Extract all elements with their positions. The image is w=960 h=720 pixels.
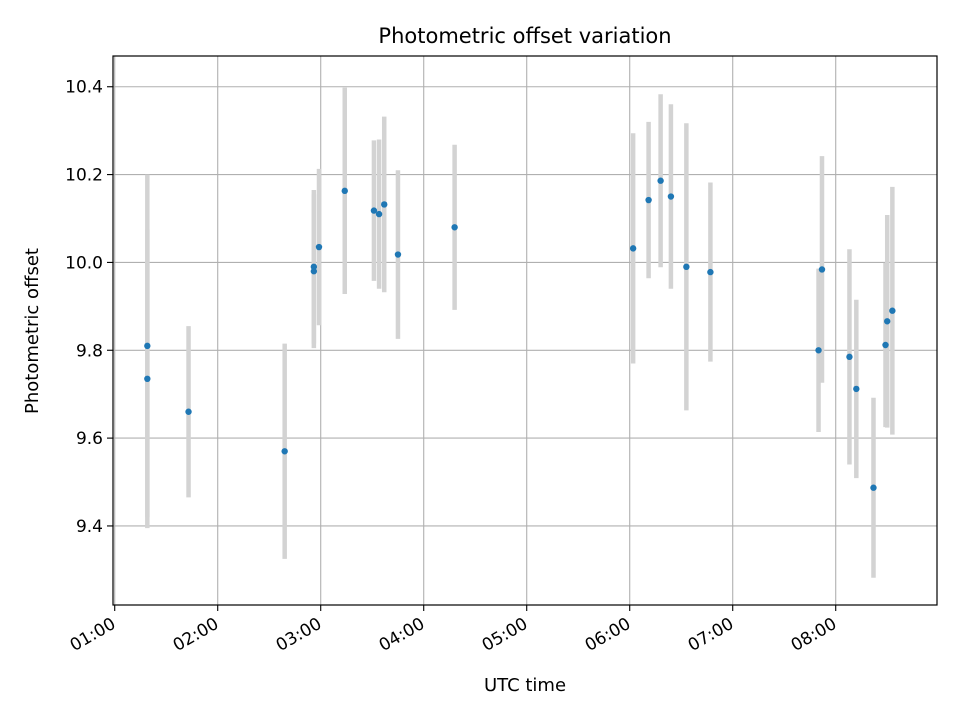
- y-tick-label: 9.6: [76, 429, 103, 449]
- data-point: [667, 193, 675, 200]
- data-point: [818, 266, 826, 273]
- chart-title: Photometric offset variation: [378, 24, 671, 48]
- data-point: [870, 484, 877, 491]
- data-point: [846, 353, 853, 361]
- data-point: [707, 268, 714, 276]
- data-point: [185, 408, 192, 415]
- data-point: [310, 268, 318, 275]
- data-point: [370, 207, 378, 214]
- data-point: [144, 375, 151, 383]
- data-point: [375, 210, 383, 218]
- y-axis-ticks: 9.4 9.6 9.8 10.0 10.2 10.4: [65, 78, 113, 537]
- data-point: [315, 243, 323, 251]
- y-tick-label: 10.0: [65, 253, 103, 273]
- data-point: [645, 196, 652, 204]
- data-point: [310, 263, 318, 271]
- data-point: [889, 307, 896, 314]
- data-point: [815, 347, 822, 354]
- data-point: [394, 251, 402, 258]
- data-points: [144, 177, 896, 491]
- data-point: [381, 201, 388, 208]
- y-axis-label: Photometric offset: [22, 248, 43, 414]
- data-point: [884, 318, 891, 325]
- data-point: [882, 341, 889, 349]
- data-point: [683, 263, 690, 271]
- data-point: [629, 245, 637, 252]
- y-tick-label: 10.2: [65, 166, 103, 186]
- data-point: [451, 224, 458, 231]
- y-tick-label: 10.4: [65, 78, 103, 98]
- plot-frame: [112, 55, 938, 606]
- data-point: [341, 187, 348, 195]
- y-tick-label: 9.8: [76, 341, 103, 361]
- x-axis-label: UTC time: [484, 675, 566, 696]
- data-point: [853, 385, 860, 393]
- data-point: [144, 342, 151, 350]
- y-tick-label: 9.4: [76, 517, 103, 537]
- grid-lines: [113, 56, 937, 605]
- data-point: [281, 448, 288, 455]
- data-point: [657, 177, 664, 184]
